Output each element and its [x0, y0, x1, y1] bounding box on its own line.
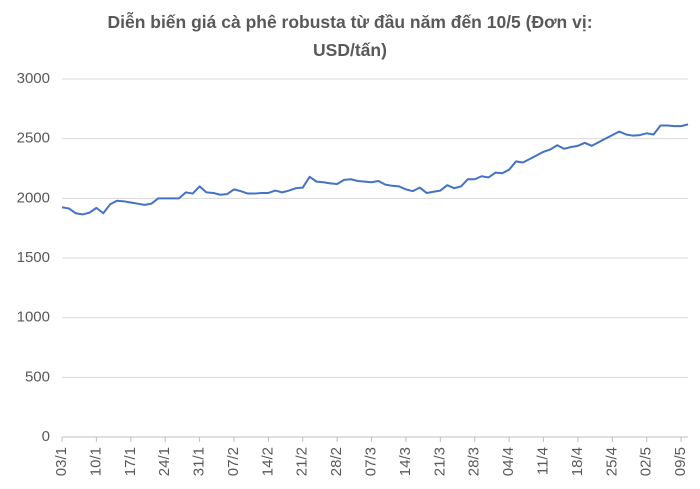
- x-tick-label: 28/2: [328, 447, 345, 476]
- x-tick-label: 31/1: [191, 447, 208, 476]
- x-tick-label: 07/2: [225, 447, 242, 476]
- y-tick-label: 500: [25, 368, 50, 385]
- x-tick-label: 10/1: [87, 447, 104, 476]
- x-tick-label: 24/1: [156, 447, 173, 476]
- y-tick-label: 2000: [17, 189, 50, 206]
- x-tick-label: 17/1: [122, 447, 139, 476]
- chart-title: Diễn biến giá cà phê robusta từ đầu năm …: [107, 12, 593, 60]
- x-tick-label: 07/3: [363, 447, 380, 476]
- x-tick-label: 09/5: [672, 447, 689, 476]
- x-tick-label: 18/4: [569, 447, 586, 476]
- x-tick-label: 28/3: [466, 447, 483, 476]
- y-tick-label: 1500: [17, 249, 50, 266]
- x-tick-label: 11/4: [535, 447, 552, 475]
- x-tick-label: 02/5: [638, 447, 655, 476]
- x-tick-label: 03/1: [53, 447, 70, 476]
- x-tick-label: 21/2: [294, 447, 311, 476]
- y-tick-label: 0: [42, 428, 50, 445]
- x-tick-label: 21/3: [431, 447, 448, 476]
- line-series: [61, 123, 689, 216]
- x-tick-label: 14/2: [259, 447, 276, 476]
- y-tick-label: 3000: [17, 70, 50, 87]
- y-tick-label: 2500: [17, 130, 50, 147]
- x-tick-label: 25/4: [603, 447, 620, 476]
- x-tick-label: 14/3: [397, 447, 414, 476]
- y-tick-label: 1000: [17, 309, 50, 326]
- x-tick-label: 04/4: [500, 447, 517, 476]
